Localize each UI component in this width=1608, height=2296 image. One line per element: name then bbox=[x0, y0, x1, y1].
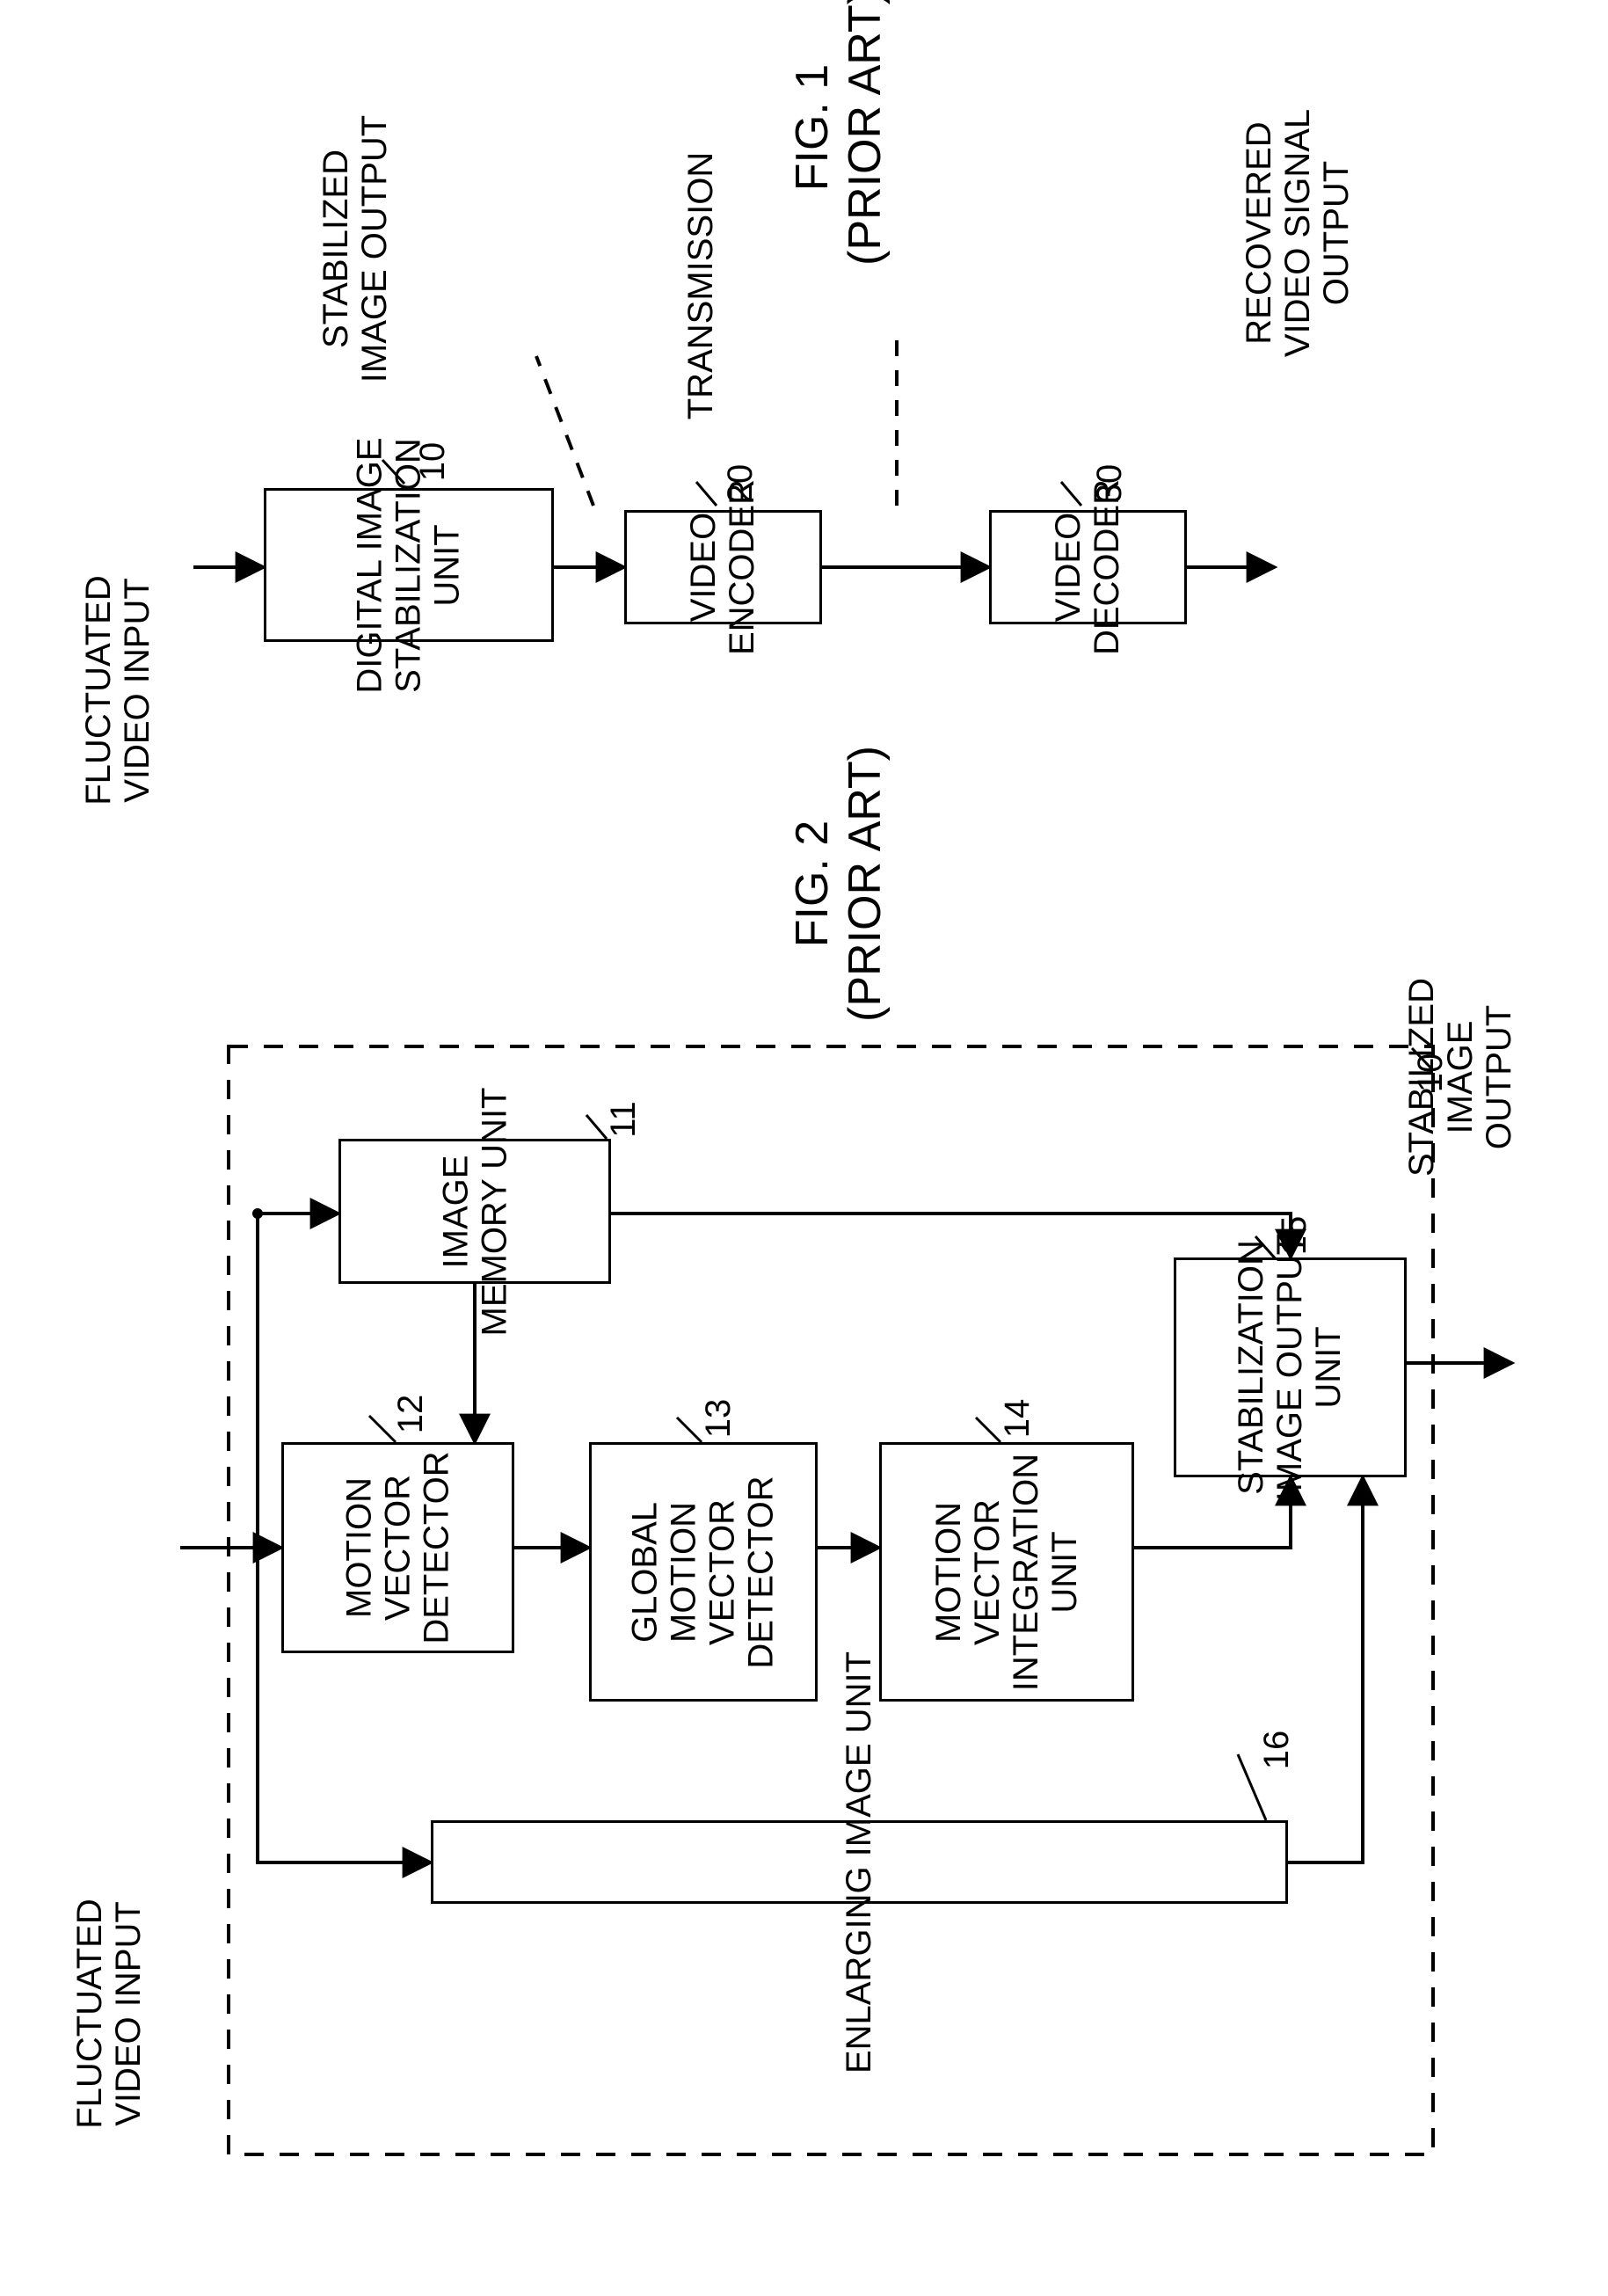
block-video-encoder: VIDEO ENCODER bbox=[624, 510, 822, 624]
fig1-stabilized-label: STABILIZED IMAGE OUTPUT bbox=[317, 64, 457, 434]
block-motion-vector-detector-label: MOTION VECTOR DETECTOR bbox=[340, 1451, 456, 1644]
block-image-memory-unit: IMAGE MEMORY UNIT bbox=[338, 1139, 611, 1284]
block-digital-image-stabilization: DIGITAL IMAGE STABILIZATION UNIT bbox=[264, 488, 554, 642]
reference-number: 10 bbox=[413, 426, 457, 497]
block-enlarging-image-unit: ENLARGING IMAGE UNIT bbox=[431, 1820, 1288, 1904]
fig2-output-label: STABILIZED IMAGE OUTPUT bbox=[1402, 893, 1543, 1262]
reference-number: 13 bbox=[699, 1383, 743, 1454]
fig1-input-label: FLUCTUATED VIDEO INPUT bbox=[79, 506, 220, 875]
reference-number: 12 bbox=[391, 1379, 435, 1449]
block-global-motion-vector-detector-label: GLOBAL MOTION VECTOR DETECTOR bbox=[626, 1476, 781, 1668]
reference-number: 11 bbox=[604, 1084, 648, 1155]
reference-number: 20 bbox=[721, 448, 765, 519]
reference-number: 15 bbox=[1275, 1200, 1319, 1271]
block-stabilization-image-output-unit: STABILIZATION IMAGE OUTPUT UNIT bbox=[1174, 1257, 1407, 1477]
reference-number: 14 bbox=[998, 1383, 1042, 1454]
block-enlarging-image-unit-label: ENLARGING IMAGE UNIT bbox=[840, 1651, 879, 2073]
fig2-input-label: FLUCTUATED VIDEO INPUT bbox=[70, 1829, 211, 2198]
block-image-memory-unit-label: IMAGE MEMORY UNIT bbox=[436, 1087, 513, 1336]
block-global-motion-vector-detector: GLOBAL MOTION VECTOR DETECTOR bbox=[589, 1442, 818, 1702]
fig1-output-label: RECOVERED VIDEO SIGNAL OUTPUT bbox=[1240, 48, 1380, 418]
reference-number: 16 bbox=[1257, 1715, 1301, 1785]
fig1-transmission-label: TRANSMISSION bbox=[681, 101, 822, 470]
block-motion-vector-detector: MOTION VECTOR DETECTOR bbox=[281, 1442, 514, 1653]
block-stabilization-image-output-unit-label: STABILIZATION IMAGE OUTPUT UNIT bbox=[1233, 1234, 1349, 1501]
figure-title: FIG. 2 (PRIOR ART) bbox=[787, 725, 901, 1042]
block-motion-vector-integration-unit: MOTION VECTOR INTEGRATION UNIT bbox=[879, 1442, 1134, 1702]
reference-number: 30 bbox=[1090, 448, 1134, 519]
block-motion-vector-integration-unit-label: MOTION VECTOR INTEGRATION UNIT bbox=[929, 1453, 1084, 1690]
block-video-decoder: VIDEO DECODER bbox=[989, 510, 1187, 624]
